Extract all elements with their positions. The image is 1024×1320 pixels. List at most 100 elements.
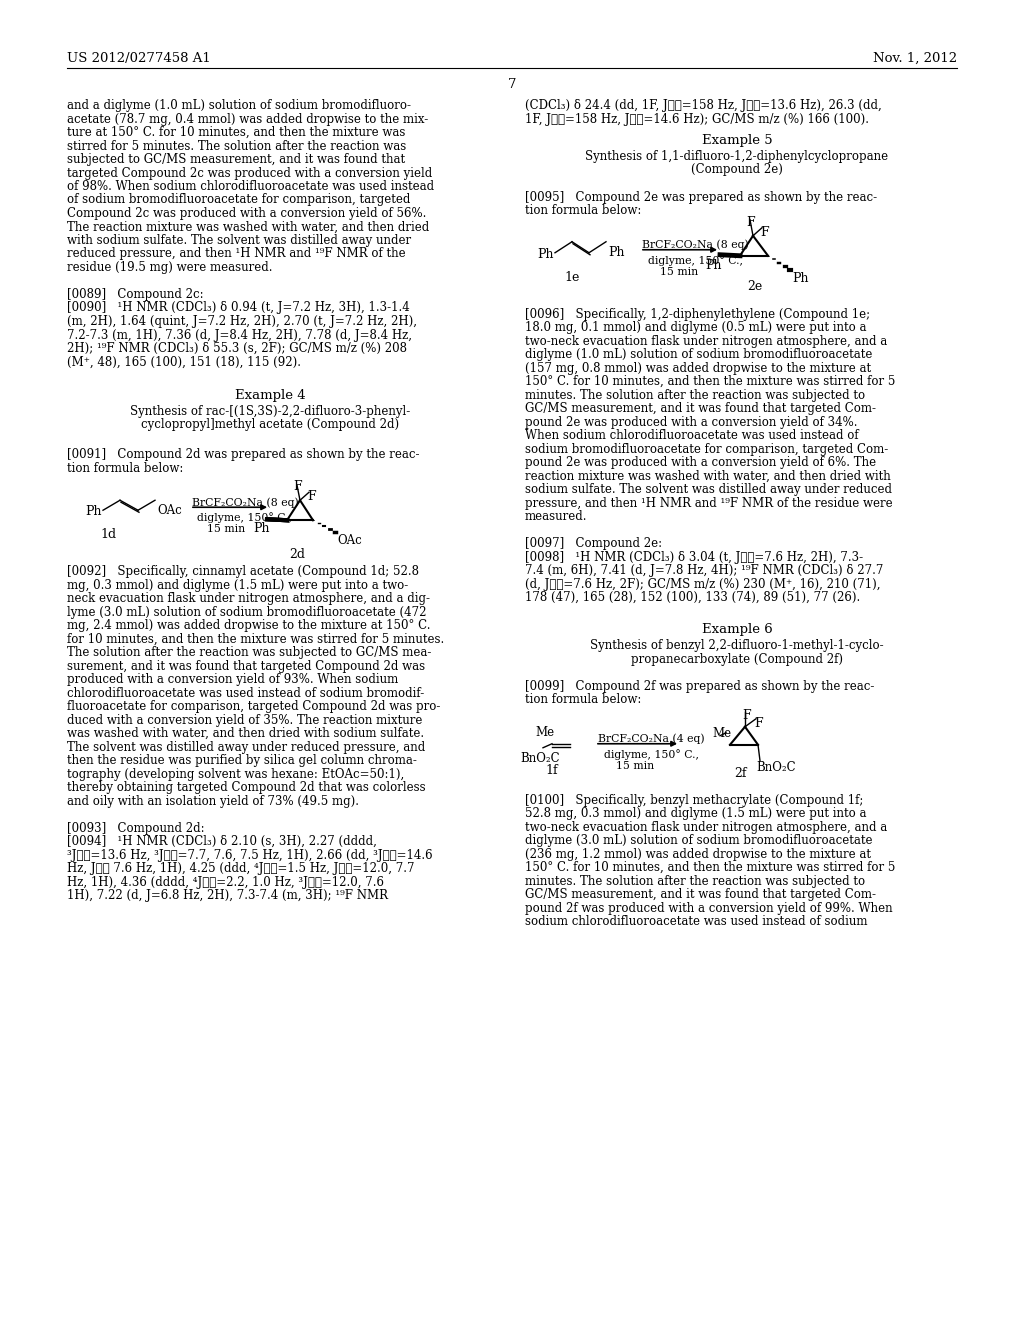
Text: and oily with an isolation yield of 73% (49.5 mg).: and oily with an isolation yield of 73% … bbox=[67, 795, 359, 808]
Text: Example 4: Example 4 bbox=[234, 388, 305, 401]
Text: 1F, J₟₟=158 Hz, J₟₟=14.6 Hz); GC/MS m/z (%) 166 (100).: 1F, J₟₟=158 Hz, J₟₟=14.6 Hz); GC/MS m/z … bbox=[525, 112, 869, 125]
Text: Ph: Ph bbox=[608, 246, 625, 259]
Text: thereby obtaining targeted Compound 2d that was colorless: thereby obtaining targeted Compound 2d t… bbox=[67, 781, 426, 795]
Text: acetate (78.7 mg, 0.4 mmol) was added dropwise to the mix-: acetate (78.7 mg, 0.4 mmol) was added dr… bbox=[67, 112, 428, 125]
Text: [0096]   Specifically, 1,2-diphenylethylene (Compound 1e;: [0096] Specifically, 1,2-diphenylethylen… bbox=[525, 308, 870, 321]
Text: tion formula below:: tion formula below: bbox=[67, 462, 183, 474]
Text: propanecarboxylate (Compound 2f): propanecarboxylate (Compound 2f) bbox=[631, 653, 843, 665]
Text: [0095]   Compound 2e was prepared as shown by the reac-: [0095] Compound 2e was prepared as shown… bbox=[525, 190, 878, 203]
Text: BnO₂C: BnO₂C bbox=[756, 760, 796, 774]
Text: (m, 2H), 1.64 (quint, J=7.2 Hz, 2H), 2.70 (t, J=7.2 Hz, 2H),: (m, 2H), 1.64 (quint, J=7.2 Hz, 2H), 2.7… bbox=[67, 315, 417, 327]
Text: and a diglyme (1.0 mL) solution of sodium bromodifluoro-: and a diglyme (1.0 mL) solution of sodiu… bbox=[67, 99, 411, 112]
Text: GC/MS measurement, and it was found that targeted Com-: GC/MS measurement, and it was found that… bbox=[525, 888, 876, 902]
Text: (M⁺, 48), 165 (100), 151 (18), 115 (92).: (M⁺, 48), 165 (100), 151 (18), 115 (92). bbox=[67, 355, 301, 368]
Text: BrCF₂CO₂Na (8 eq): BrCF₂CO₂Na (8 eq) bbox=[642, 240, 749, 251]
Text: 7: 7 bbox=[508, 78, 516, 91]
Text: Me: Me bbox=[535, 726, 554, 739]
Text: 52.8 mg, 0.3 mmol) and diglyme (1.5 mL) were put into a: 52.8 mg, 0.3 mmol) and diglyme (1.5 mL) … bbox=[525, 808, 866, 820]
Text: measured.: measured. bbox=[525, 511, 588, 523]
Text: Hz, J₟₟ 7.6 Hz, 1H), 4.25 (ddd, ⁴J₟₟=1.5 Hz, J₟₟=12.0, 7.7: Hz, J₟₟ 7.6 Hz, 1H), 4.25 (ddd, ⁴J₟₟=1.5… bbox=[67, 862, 415, 875]
Text: then the residue was purified by silica gel column chroma-: then the residue was purified by silica … bbox=[67, 754, 417, 767]
Text: ture at 150° C. for 10 minutes, and then the mixture was: ture at 150° C. for 10 minutes, and then… bbox=[67, 125, 406, 139]
Text: pressure, and then ¹H NMR and ¹⁹F NMR of the residue were: pressure, and then ¹H NMR and ¹⁹F NMR of… bbox=[525, 496, 893, 510]
Text: (236 mg, 1.2 mmol) was added dropwise to the mixture at: (236 mg, 1.2 mmol) was added dropwise to… bbox=[525, 847, 871, 861]
Text: Ph: Ph bbox=[85, 506, 101, 519]
Text: residue (19.5 mg) were measured.: residue (19.5 mg) were measured. bbox=[67, 261, 272, 275]
Text: 18.0 mg, 0.1 mmol) and diglyme (0.5 mL) were put into a: 18.0 mg, 0.1 mmol) and diglyme (0.5 mL) … bbox=[525, 321, 866, 334]
Text: GC/MS measurement, and it was found that targeted Com-: GC/MS measurement, and it was found that… bbox=[525, 403, 876, 416]
Text: 7.2-7.3 (m, 1H), 7.36 (d, J=8.4 Hz, 2H), 7.78 (d, J=8.4 Hz,: 7.2-7.3 (m, 1H), 7.36 (d, J=8.4 Hz, 2H),… bbox=[67, 329, 412, 342]
Text: tography (developing solvent was hexane: EtOAc=50:1),: tography (developing solvent was hexane:… bbox=[67, 768, 404, 780]
Text: Me: Me bbox=[712, 727, 731, 739]
Text: Synthesis of rac-[(1S,3S)-2,2-difluoro-3-phenyl-: Synthesis of rac-[(1S,3S)-2,2-difluoro-3… bbox=[130, 404, 411, 417]
Text: 1H), 7.22 (d, J=6.8 Hz, 2H), 7.3-7.4 (m, 3H); ¹⁹F NMR: 1H), 7.22 (d, J=6.8 Hz, 2H), 7.3-7.4 (m,… bbox=[67, 890, 388, 903]
Text: sodium chlorodifluoroacetate was used instead of sodium: sodium chlorodifluoroacetate was used in… bbox=[525, 915, 867, 928]
Text: of 98%. When sodium chlorodifluoroacetate was used instead: of 98%. When sodium chlorodifluoroacetat… bbox=[67, 180, 434, 193]
Text: for 10 minutes, and then the mixture was stirred for 5 minutes.: for 10 minutes, and then the mixture was… bbox=[67, 632, 444, 645]
Text: neck evacuation flask under nitrogen atmosphere, and a dig-: neck evacuation flask under nitrogen atm… bbox=[67, 593, 430, 606]
Text: Synthesis of 1,1-difluoro-1,2-diphenylcyclopropane: Synthesis of 1,1-difluoro-1,2-diphenylcy… bbox=[586, 150, 889, 162]
Text: produced with a conversion yield of 93%. When sodium: produced with a conversion yield of 93%.… bbox=[67, 673, 398, 686]
Text: was washed with water, and then dried with sodium sulfate.: was washed with water, and then dried wi… bbox=[67, 727, 424, 741]
Text: pound 2e was produced with a conversion yield of 34%.: pound 2e was produced with a conversion … bbox=[525, 416, 857, 429]
Text: F: F bbox=[307, 490, 315, 503]
Text: [0097]   Compound 2e:: [0097] Compound 2e: bbox=[525, 537, 663, 550]
Text: reduced pressure, and then ¹H NMR and ¹⁹F NMR of the: reduced pressure, and then ¹H NMR and ¹⁹… bbox=[67, 248, 406, 260]
Text: cyclopropyl]methyl acetate (Compound 2d): cyclopropyl]methyl acetate (Compound 2d) bbox=[141, 418, 399, 432]
Text: 1e: 1e bbox=[564, 271, 580, 284]
Text: F: F bbox=[760, 226, 769, 239]
Text: diglyme (3.0 mL) solution of sodium bromodifluoroacetate: diglyme (3.0 mL) solution of sodium brom… bbox=[525, 834, 872, 847]
Text: Ph: Ph bbox=[537, 248, 554, 261]
Text: F: F bbox=[746, 215, 755, 228]
Text: minutes. The solution after the reaction was subjected to: minutes. The solution after the reaction… bbox=[525, 389, 865, 401]
Text: (157 mg, 0.8 mmol) was added dropwise to the mixture at: (157 mg, 0.8 mmol) was added dropwise to… bbox=[525, 362, 871, 375]
Text: OAc: OAc bbox=[157, 504, 181, 517]
Text: duced with a conversion yield of 35%. The reaction mixture: duced with a conversion yield of 35%. Th… bbox=[67, 714, 422, 727]
Text: 150° C. for 10 minutes, and then the mixture was stirred for 5: 150° C. for 10 minutes, and then the mix… bbox=[525, 375, 895, 388]
Text: [0091]   Compound 2d was prepared as shown by the reac-: [0091] Compound 2d was prepared as shown… bbox=[67, 447, 420, 461]
Text: 2H); ¹⁹F NMR (CDCl₃) δ 55.3 (s, 2F); GC/MS m/z (%) 208: 2H); ¹⁹F NMR (CDCl₃) δ 55.3 (s, 2F); GC/… bbox=[67, 342, 407, 355]
Text: surement, and it was found that targeted Compound 2d was: surement, and it was found that targeted… bbox=[67, 660, 425, 673]
Text: diglyme, 150° C.,: diglyme, 150° C., bbox=[648, 255, 743, 265]
Text: Example 6: Example 6 bbox=[701, 623, 772, 636]
Text: Synthesis of benzyl 2,2-difluoro-1-methyl-1-cyclo-: Synthesis of benzyl 2,2-difluoro-1-methy… bbox=[590, 639, 884, 652]
Text: reaction mixture was washed with water, and then dried with: reaction mixture was washed with water, … bbox=[525, 470, 891, 483]
Text: 1f: 1f bbox=[546, 764, 558, 776]
Text: mg, 2.4 mmol) was added dropwise to the mixture at 150° C.: mg, 2.4 mmol) was added dropwise to the … bbox=[67, 619, 430, 632]
Text: Example 5: Example 5 bbox=[701, 135, 772, 147]
Text: [0093]   Compound 2d:: [0093] Compound 2d: bbox=[67, 822, 205, 834]
Text: BnO₂C: BnO₂C bbox=[520, 752, 560, 764]
Text: The solvent was distilled away under reduced pressure, and: The solvent was distilled away under red… bbox=[67, 741, 425, 754]
Text: lyme (3.0 mL) solution of sodium bromodifluoroacetate (472: lyme (3.0 mL) solution of sodium bromodi… bbox=[67, 606, 427, 619]
Text: 7.4 (m, 6H), 7.41 (d, J=7.8 Hz, 4H); ¹⁹F NMR (CDCl₃) δ 27.7: 7.4 (m, 6H), 7.41 (d, J=7.8 Hz, 4H); ¹⁹F… bbox=[525, 564, 884, 577]
Text: 150° C. for 10 minutes, and then the mixture was stirred for 5: 150° C. for 10 minutes, and then the mix… bbox=[525, 861, 895, 874]
Text: pound 2e was produced with a conversion yield of 6%. The: pound 2e was produced with a conversion … bbox=[525, 457, 877, 469]
Text: BrCF₂CO₂Na (4 eq): BrCF₂CO₂Na (4 eq) bbox=[598, 734, 705, 744]
Text: US 2012/0277458 A1: US 2012/0277458 A1 bbox=[67, 51, 211, 65]
Text: Ph: Ph bbox=[705, 259, 722, 272]
Text: diglyme, 150° C.,: diglyme, 150° C., bbox=[604, 748, 699, 759]
Text: with sodium sulfate. The solvent was distilled away under: with sodium sulfate. The solvent was dis… bbox=[67, 234, 411, 247]
Text: Hz, 1H), 4.36 (dddd, ⁴J₟₟=2.2, 1.0 Hz, ³J₟₟=12.0, 7.6: Hz, 1H), 4.36 (dddd, ⁴J₟₟=2.2, 1.0 Hz, ³… bbox=[67, 875, 384, 888]
Text: [0094]   ¹H NMR (CDCl₃) δ 2.10 (s, 3H), 2.27 (dddd,: [0094] ¹H NMR (CDCl₃) δ 2.10 (s, 3H), 2.… bbox=[67, 836, 377, 849]
Text: mg, 0.3 mmol) and diglyme (1.5 mL) were put into a two-: mg, 0.3 mmol) and diglyme (1.5 mL) were … bbox=[67, 578, 409, 591]
Text: [0092]   Specifically, cinnamyl acetate (Compound 1d; 52.8: [0092] Specifically, cinnamyl acetate (C… bbox=[67, 565, 419, 578]
Text: stirred for 5 minutes. The solution after the reaction was: stirred for 5 minutes. The solution afte… bbox=[67, 140, 407, 153]
Text: ³J₟₟=13.6 Hz, ³J₟₟=7.7, 7.6, 7.5 Hz, 1H), 2.66 (dd, ³J₟₟=14.6: ³J₟₟=13.6 Hz, ³J₟₟=7.7, 7.6, 7.5 Hz, 1H)… bbox=[67, 849, 432, 862]
Text: OAc: OAc bbox=[337, 535, 361, 548]
Text: [0089]   Compound 2c:: [0089] Compound 2c: bbox=[67, 288, 204, 301]
Text: 15 min: 15 min bbox=[207, 524, 245, 535]
Text: 2d: 2d bbox=[289, 548, 305, 561]
Text: diglyme (1.0 mL) solution of sodium bromodifluoroacetate: diglyme (1.0 mL) solution of sodium brom… bbox=[525, 348, 872, 362]
Text: 15 min: 15 min bbox=[616, 760, 654, 771]
Text: The reaction mixture was washed with water, and then dried: The reaction mixture was washed with wat… bbox=[67, 220, 429, 234]
Text: F: F bbox=[754, 717, 763, 730]
Text: 15 min: 15 min bbox=[660, 267, 698, 277]
Text: sodium sulfate. The solvent was distilled away under reduced: sodium sulfate. The solvent was distille… bbox=[525, 483, 892, 496]
Text: F: F bbox=[293, 480, 302, 494]
Text: [0099]   Compound 2f was prepared as shown by the reac-: [0099] Compound 2f was prepared as shown… bbox=[525, 680, 874, 693]
Text: The solution after the reaction was subjected to GC/MS mea-: The solution after the reaction was subj… bbox=[67, 647, 431, 659]
Text: (Compound 2e): (Compound 2e) bbox=[691, 164, 783, 177]
Text: 1d: 1d bbox=[100, 528, 116, 541]
Text: BrCF₂CO₂Na (8 eq): BrCF₂CO₂Na (8 eq) bbox=[193, 498, 299, 508]
